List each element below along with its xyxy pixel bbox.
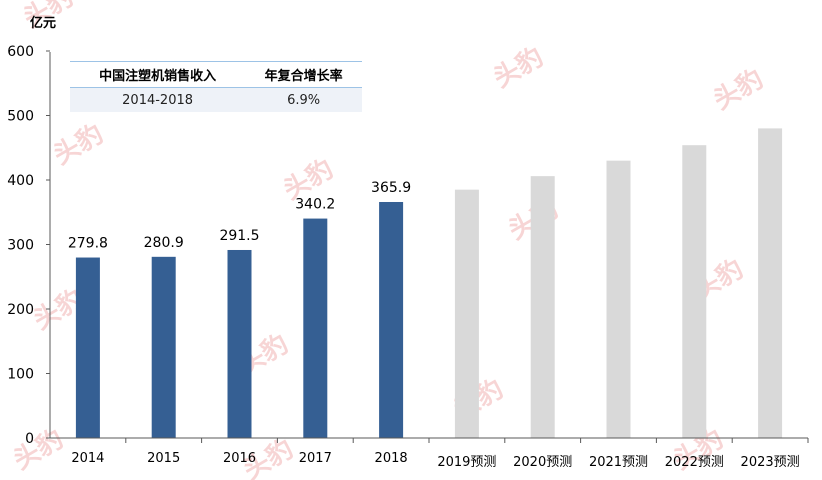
y-tick-label: 200 xyxy=(7,302,34,318)
bar xyxy=(379,201,404,438)
bar-series: 279.8 280.9 291.5 340.2 365.9 xyxy=(68,128,783,439)
forecast-bar xyxy=(606,160,631,438)
table-header-cagr: 年复合增长率 xyxy=(245,61,362,88)
data-label: 340.2 xyxy=(295,197,335,213)
data-label: 279.8 xyxy=(68,236,108,252)
x-axis: 2014 2015 2016 2017 2018 2019预测 2020预测 2021预测 20… xyxy=(71,438,809,470)
x-tick-label: 2018 xyxy=(375,451,408,466)
bar xyxy=(151,256,176,438)
bar xyxy=(227,249,252,438)
y-tick-label: 400 xyxy=(7,173,34,189)
x-tick-label: 2015 xyxy=(147,451,180,466)
y-axis: 0 100 200 300 400 500 600 xyxy=(7,44,50,447)
forecast-bar xyxy=(530,176,555,438)
x-tick-label: 2022预测 xyxy=(665,455,724,470)
data-label: 280.9 xyxy=(144,235,184,251)
y-tick-label: 500 xyxy=(7,109,34,125)
y-tick-label: 0 xyxy=(25,431,34,447)
cagr-summary-table: 中国注塑机销售收入 年复合增长率 2014-2018 6.9% xyxy=(70,61,362,112)
watermark-logo: 头豹 xyxy=(48,118,109,171)
x-tick-label: 2020预测 xyxy=(513,455,572,470)
watermark-logo: 头豹 xyxy=(8,423,69,476)
x-tick-label: 2014 xyxy=(71,451,104,466)
y-tick-label: 100 xyxy=(7,367,34,383)
data-label: 365.9 xyxy=(371,180,411,196)
x-tick-label: 2019预测 xyxy=(437,455,496,470)
y-axis-unit-label: 亿元 xyxy=(30,15,56,31)
forecast-bar xyxy=(682,145,707,439)
forecast-bar xyxy=(758,128,783,438)
x-tick-label: 2017 xyxy=(299,451,332,466)
bar xyxy=(75,257,100,438)
y-tick-label: 300 xyxy=(7,238,34,254)
watermark-logo: 头豹 xyxy=(488,41,549,94)
data-label: 291.5 xyxy=(219,228,259,244)
x-tick-label: 2016 xyxy=(223,451,256,466)
x-tick-label: 2023预测 xyxy=(741,455,800,470)
table-cell-cagr-value: 6.9% xyxy=(245,87,362,112)
table-row: 2014-2018 6.9% xyxy=(70,87,362,112)
y-tick-label: 600 xyxy=(7,44,34,60)
table-cell-period: 2014-2018 xyxy=(70,87,246,112)
watermark-logo: 头豹 xyxy=(708,63,769,116)
bar xyxy=(303,218,328,438)
table-header-row: 中国注塑机销售收入 年复合增长率 xyxy=(70,61,362,88)
table-header-revenue: 中国注塑机销售收入 xyxy=(70,61,246,88)
x-tick-label: 2021预测 xyxy=(589,455,648,470)
forecast-bar xyxy=(454,189,479,438)
